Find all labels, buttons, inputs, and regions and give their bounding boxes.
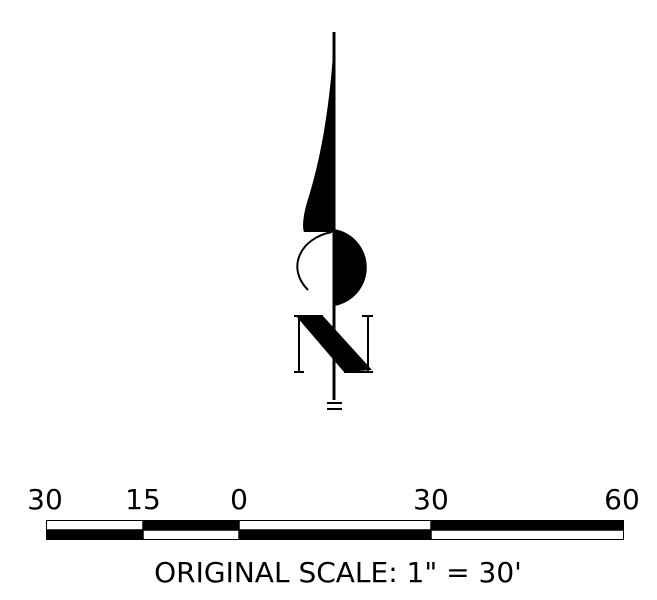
scale-bar (46, 520, 624, 540)
n-diagonal-stroke (296, 316, 372, 372)
north-arrow-left-arc (296, 231, 333, 291)
scale-label-left-15: 15 (125, 483, 161, 516)
north-arrow-left-blade (303, 38, 334, 232)
north-arrow-right-half-circle (334, 229, 367, 306)
scale-caption: ORIGINAL SCALE: 1" = 30' (154, 556, 522, 589)
scale-label-left-30: 30 (27, 483, 63, 516)
scale-bar-upper-segment-1 (47, 521, 143, 530)
scale-bar-lower-segment-2 (143, 530, 239, 539)
scale-bar-upper-segment-3 (239, 521, 431, 530)
scale-label-right-30: 30 (413, 483, 449, 516)
scale-bar-lower-segment-3 (239, 530, 431, 539)
north-arrow-icon: N (294, 32, 373, 410)
scale-label-group: 30 15 0 30 60 (27, 483, 640, 516)
north-letter-glyph (294, 315, 373, 373)
scale-bar-upper-segment-4 (431, 521, 623, 530)
scale-bar-lower-segment-4 (431, 530, 623, 539)
scale-label-right-60: 60 (604, 483, 640, 516)
scale-label-zero: 0 (230, 483, 248, 516)
scale-bar-lower-segment-1 (47, 530, 143, 539)
scale-bar-upper-segment-2 (143, 521, 239, 530)
